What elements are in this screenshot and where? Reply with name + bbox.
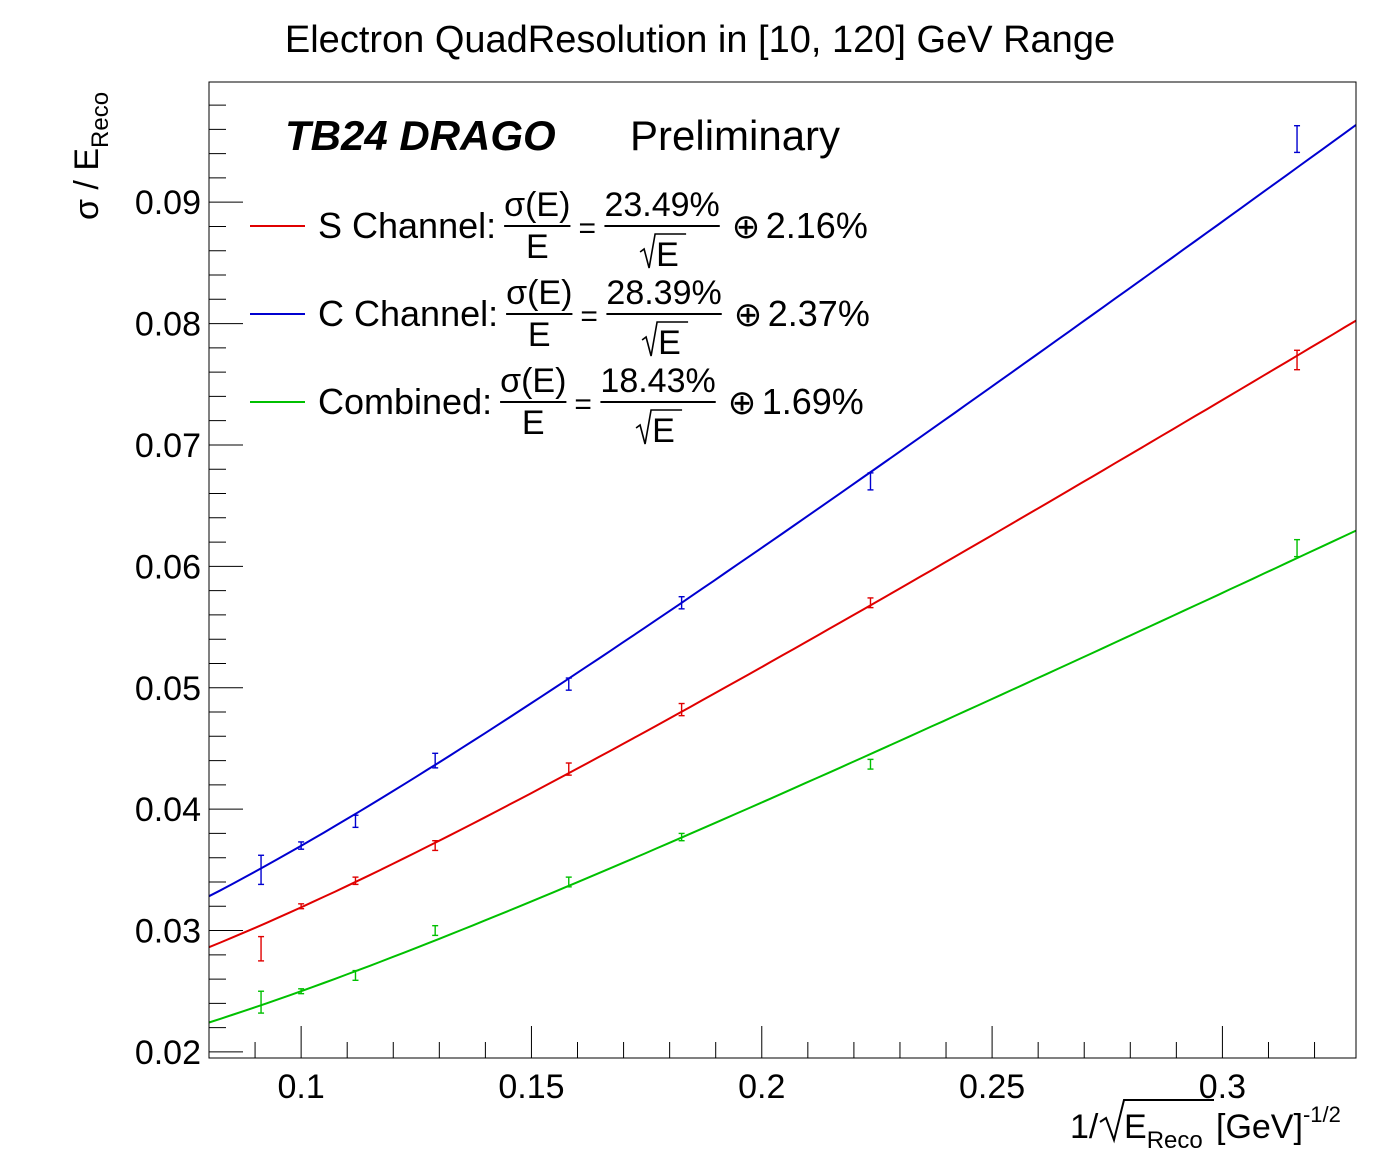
y-tick-label: 0.04: [135, 791, 201, 829]
preliminary-label: Preliminary: [630, 112, 840, 159]
x-axis-label-prefix: 1/: [1070, 1108, 1099, 1146]
legend-fraction-num: σ(E): [504, 186, 570, 224]
y-axis-label-base: σ / E: [68, 148, 106, 220]
x-tick-label: 0.2: [738, 1068, 785, 1106]
x-axis-label-sqrt-base: E: [1124, 1108, 1147, 1146]
y-tick-label: 0.07: [135, 427, 201, 465]
x-axis-label-unit-sup: -1/2: [1303, 1102, 1341, 1127]
x-tick-label: 0.1: [277, 1068, 324, 1106]
legend-oplus: ⊕: [728, 384, 757, 422]
x-tick-label: 0.25: [959, 1068, 1025, 1106]
svg-text:1/: 1/: [1070, 1108, 1099, 1146]
legend-oplus: ⊕: [734, 296, 763, 334]
legend-fraction-den: E: [522, 404, 545, 442]
y-tick-label: 0.09: [135, 184, 201, 222]
legend-sqrt-base: E: [658, 324, 681, 362]
legend-constant-term: 2.16%: [766, 205, 868, 246]
legend-sqrt-base: E: [656, 236, 679, 274]
legend-stochastic-term: 28.39%: [606, 274, 721, 312]
legend-name: S Channel:: [318, 205, 496, 246]
experiment-label: TB24 DRAGO: [285, 112, 556, 159]
legend-fraction-num: σ(E): [500, 362, 566, 400]
legend-sqrt-base: E: [652, 412, 675, 450]
x-tick-label: 0.15: [498, 1068, 564, 1106]
y-tick-label: 0.08: [135, 306, 201, 344]
legend-equals: =: [578, 212, 596, 245]
y-tick-label: 0.02: [135, 1034, 201, 1072]
legend-name: Combined:: [318, 381, 492, 422]
legend-stochastic-term: 23.49%: [604, 186, 719, 224]
legend-constant-term: 1.69%: [762, 381, 864, 422]
y-tick-label: 0.06: [135, 548, 201, 586]
x-axis-label-unit: [GeV]: [1216, 1108, 1303, 1146]
x-axis-label-sqrt-sub: Reco: [1147, 1127, 1203, 1154]
legend-stochastic-term: 18.43%: [600, 362, 715, 400]
y-tick-label: 0.05: [135, 670, 201, 708]
y-tick-label: 0.03: [135, 913, 201, 951]
y-axis-label-sub: Reco: [87, 92, 114, 148]
legend-equals: =: [580, 300, 598, 333]
legend-equals: =: [574, 388, 592, 421]
legend-fraction-num: σ(E): [506, 274, 572, 312]
legend-oplus: ⊕: [732, 208, 761, 246]
legend-constant-term: 2.37%: [768, 293, 870, 334]
legend-fraction-den: E: [526, 228, 549, 266]
legend-fraction-den: E: [528, 316, 551, 354]
chart-title: Electron QuadResolution in [10, 120] GeV…: [285, 19, 1115, 61]
legend-name: C Channel:: [318, 293, 498, 334]
